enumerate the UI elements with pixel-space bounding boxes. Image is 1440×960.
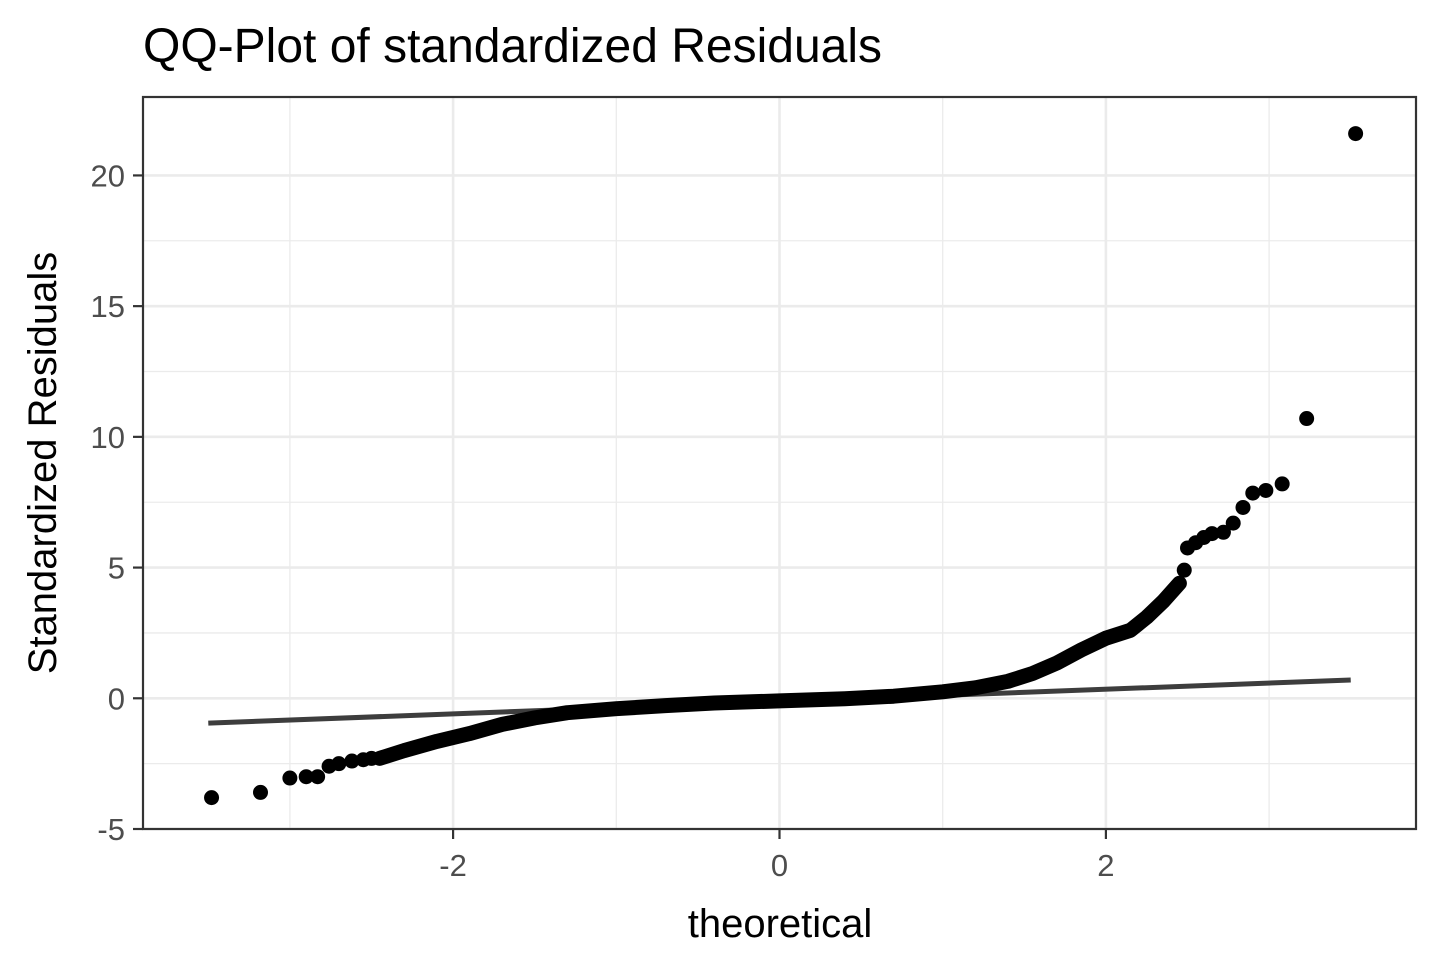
data-point — [1348, 126, 1364, 142]
y-tick-label: 5 — [108, 551, 125, 586]
data-point — [1176, 562, 1192, 578]
data-point — [363, 750, 379, 766]
data-point — [1225, 515, 1241, 531]
data-point — [344, 753, 360, 769]
data-point — [204, 790, 220, 806]
data-point — [1274, 476, 1290, 492]
y-tick-label: 15 — [91, 289, 125, 324]
data-point — [282, 770, 298, 786]
data-point — [253, 784, 269, 800]
y-tick-label: 20 — [91, 158, 125, 193]
x-tick-label: -2 — [439, 848, 467, 883]
chart-title: QQ-Plot of standardized Residuals — [143, 20, 882, 73]
y-tick-label: 10 — [91, 420, 125, 455]
x-axis-title: theoretical — [688, 902, 873, 946]
data-point — [298, 769, 314, 785]
data-point — [1245, 485, 1261, 501]
y-tick-label: 0 — [108, 681, 125, 716]
data-point — [1299, 411, 1315, 427]
dense-point-band — [372, 575, 1187, 766]
y-tick-label: -5 — [97, 812, 125, 847]
data-point — [1235, 499, 1251, 515]
data-point — [1258, 482, 1274, 498]
y-axis: -5 0 5 10 15 20 — [91, 158, 143, 847]
y-axis-title: Standardized Residuals — [21, 252, 65, 674]
data-point — [331, 756, 347, 772]
data-point — [1215, 524, 1231, 540]
data-point — [310, 769, 326, 785]
x-axis: -2 0 2 — [439, 829, 1115, 883]
x-tick-label: 2 — [1097, 848, 1114, 883]
x-tick-label: 0 — [771, 848, 788, 883]
data-point — [1204, 526, 1220, 542]
points-layer — [204, 126, 1364, 806]
